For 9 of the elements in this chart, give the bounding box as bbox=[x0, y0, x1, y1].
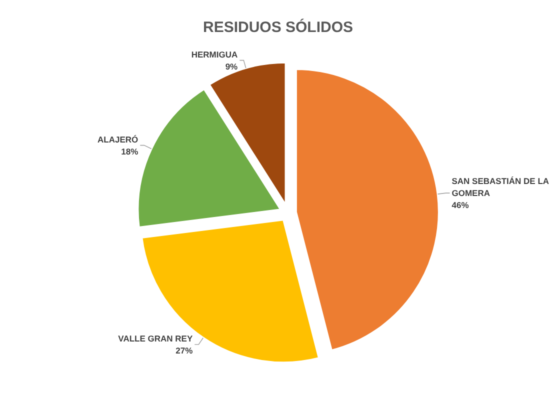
data-label: 27% bbox=[176, 346, 194, 356]
slice-label: SAN SEBASTIÁN DE LA GOMERA bbox=[452, 176, 550, 198]
data-label: 9% bbox=[225, 61, 238, 72]
chart-title: RESIDUOS SÓLIDOS bbox=[202, 18, 354, 36]
slice-label: VALLE GRAN REY bbox=[118, 334, 193, 344]
slice-label: HERMIGUA bbox=[191, 49, 238, 60]
data-label: 46% bbox=[452, 200, 470, 210]
data-label: 18% bbox=[121, 146, 139, 156]
slice-label: ALAJERÓ bbox=[98, 134, 139, 144]
